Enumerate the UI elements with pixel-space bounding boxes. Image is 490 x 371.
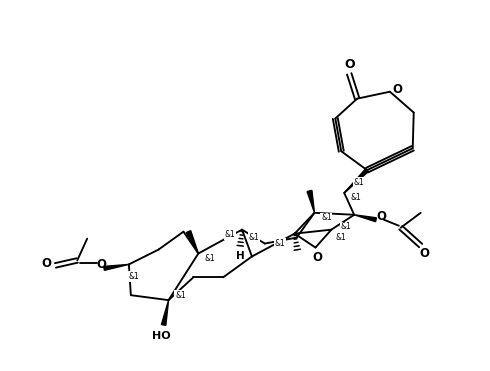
Text: O: O [42,257,51,270]
Text: O: O [419,247,430,260]
Text: &1: &1 [225,230,236,239]
Text: &1: &1 [128,272,139,281]
Text: O: O [313,251,322,264]
Polygon shape [104,265,129,270]
Polygon shape [354,215,376,222]
Polygon shape [307,190,315,213]
Text: &1: &1 [351,193,362,203]
Text: &1: &1 [336,233,346,242]
Text: &1: &1 [354,178,365,187]
Text: HO: HO [152,331,171,341]
Text: O: O [344,58,355,71]
Text: O: O [393,83,403,96]
Text: &1: &1 [274,239,285,248]
Polygon shape [161,300,169,325]
Text: &1: &1 [248,233,259,242]
Text: &1: &1 [341,222,352,231]
Text: &1: &1 [175,290,186,300]
Polygon shape [344,169,368,193]
Text: O: O [96,258,106,271]
Text: &1: &1 [205,254,216,263]
Text: O: O [376,210,386,223]
Text: &1: &1 [321,213,332,222]
Text: H: H [236,252,245,262]
Polygon shape [186,231,198,253]
